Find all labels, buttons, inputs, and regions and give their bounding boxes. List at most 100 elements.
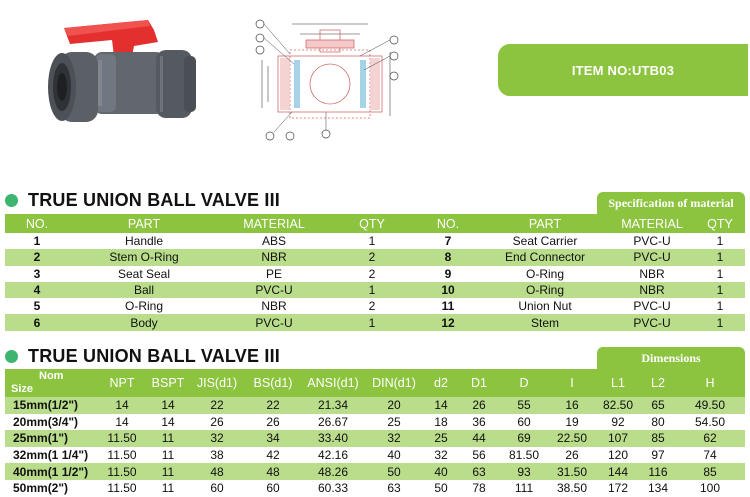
table-cell: 38.50 bbox=[549, 479, 595, 497]
table-cell: 111 bbox=[499, 479, 549, 497]
table-cell: 40 bbox=[423, 463, 459, 480]
spec-header-cell: QTY bbox=[695, 214, 745, 233]
table-cell: PVC-U bbox=[609, 298, 695, 315]
table-cell: 26 bbox=[459, 397, 499, 414]
table-cell: 31.50 bbox=[549, 463, 595, 480]
spec-header-cell: MATERIAL bbox=[219, 214, 329, 233]
spec-header-row: NO. PART MATERIAL QTY NO. PART MATERIAL … bbox=[5, 214, 745, 233]
item-number-badge: ITEM NO:UTB03 bbox=[498, 44, 748, 96]
table-cell: 60 bbox=[499, 413, 549, 431]
table-cell: 36 bbox=[459, 413, 499, 431]
dims-table: Nom Size NPT BSPT JIS(d1) BS(d1) ANSI(d1… bbox=[5, 369, 745, 497]
table-cell: 92 bbox=[595, 413, 641, 431]
table-cell: 50 bbox=[365, 463, 423, 480]
table-cell: 11 bbox=[147, 446, 189, 464]
table-cell: 78 bbox=[459, 479, 499, 497]
table-cell: 134 bbox=[641, 479, 675, 497]
table-row: 25mm(1") 11.50 11 32 34 33.40 32 25 44 6… bbox=[5, 430, 745, 447]
dims-header-cell: d2 bbox=[423, 369, 459, 397]
table-cell: Stem O-Ring bbox=[69, 249, 219, 266]
table-cell: 116 bbox=[641, 463, 675, 480]
table-cell: PVC-U bbox=[219, 314, 329, 331]
table-cell: 14 bbox=[97, 397, 147, 414]
bullet-dot-icon bbox=[5, 350, 18, 363]
table-cell: 55 bbox=[499, 397, 549, 414]
dims-header-cell: D1 bbox=[459, 369, 499, 397]
table-cell: 21.34 bbox=[301, 397, 365, 414]
table-cell: O-Ring bbox=[69, 298, 219, 315]
table-cell: 32 bbox=[365, 430, 423, 447]
table-cell: 11 bbox=[147, 430, 189, 447]
dims-header-cell: ANSI(d1) bbox=[301, 369, 365, 397]
valve-cross-section-drawing bbox=[255, 19, 399, 141]
table-cell: 2 bbox=[329, 265, 415, 282]
table-cell: 11 bbox=[147, 463, 189, 480]
spec-section-title: TRUE UNION BALL VALVE III bbox=[5, 190, 280, 211]
bullet-dot-icon bbox=[5, 194, 18, 207]
table-cell: 34 bbox=[245, 430, 301, 447]
table-cell: O-Ring bbox=[481, 281, 609, 299]
table-cell: 15mm(1/2") bbox=[5, 397, 97, 414]
table-cell: 14 bbox=[97, 413, 147, 431]
dims-header-cell: I bbox=[549, 369, 595, 397]
table-cell: 85 bbox=[675, 463, 745, 480]
table-cell: 2 bbox=[5, 249, 69, 266]
table-cell: 1 bbox=[695, 298, 745, 315]
table-cell: Handle bbox=[69, 233, 219, 250]
dims-header-cell: BS(d1) bbox=[245, 369, 301, 397]
table-cell: 40mm(1 1/2") bbox=[5, 463, 97, 480]
table-cell: PVC-U bbox=[609, 314, 695, 331]
size-label: Size bbox=[11, 383, 34, 395]
table-row: 5 O-Ring NBR 2 11 Union Nut PVC-U 1 bbox=[5, 298, 745, 315]
table-cell: 11.50 bbox=[97, 446, 147, 464]
table-cell: 14 bbox=[423, 397, 459, 414]
table-cell: 40 bbox=[365, 446, 423, 464]
table-cell: 50mm(2") bbox=[5, 479, 97, 497]
table-cell: 14 bbox=[147, 397, 189, 414]
table-cell: 62 bbox=[675, 430, 745, 447]
table-cell: Ball bbox=[69, 281, 219, 299]
table-cell: 22 bbox=[245, 397, 301, 414]
table-cell: 22.50 bbox=[549, 430, 595, 447]
table-cell: 10 bbox=[415, 281, 481, 299]
table-cell: 1 bbox=[329, 281, 415, 299]
table-cell: 56 bbox=[459, 446, 499, 464]
spec-table: NO. PART MATERIAL QTY NO. PART MATERIAL … bbox=[5, 214, 745, 331]
table-cell: Stem bbox=[481, 314, 609, 331]
table-cell: 16 bbox=[549, 397, 595, 414]
table-cell: 81.50 bbox=[499, 446, 549, 464]
table-cell: 82.50 bbox=[595, 397, 641, 414]
dims-title-text: TRUE UNION BALL VALVE III bbox=[28, 346, 281, 366]
dims-header-cell: BSPT bbox=[147, 369, 189, 397]
table-cell: 33.40 bbox=[301, 430, 365, 447]
table-cell: 63 bbox=[365, 479, 423, 497]
dims-header-cell: L2 bbox=[641, 369, 675, 397]
table-cell: NBR bbox=[219, 298, 329, 315]
table-cell: 54.50 bbox=[675, 413, 745, 431]
table-row: 50mm(2") 11.50 11 60 60 60.33 63 50 78 1… bbox=[5, 479, 745, 497]
table-cell: 11 bbox=[147, 479, 189, 497]
table-cell: 2 bbox=[329, 249, 415, 266]
dims-header-cell: H bbox=[675, 369, 745, 397]
table-cell: 32 bbox=[189, 430, 245, 447]
table-cell: 25mm(1") bbox=[5, 430, 97, 447]
table-cell: PVC-U bbox=[219, 281, 329, 299]
table-cell: 7 bbox=[415, 233, 481, 250]
table-row: 1 Handle ABS 1 7 Seat Carrier PVC-U 1 bbox=[5, 233, 745, 250]
nom-label: Nom bbox=[39, 370, 64, 382]
table-cell: 1 bbox=[695, 281, 745, 299]
table-cell: 69 bbox=[499, 430, 549, 447]
table-cell: 172 bbox=[595, 479, 641, 497]
table-cell: 20mm(3/4") bbox=[5, 413, 97, 431]
table-cell: 6 bbox=[5, 314, 69, 331]
table-cell: Seat Carrier bbox=[481, 233, 609, 250]
table-cell: 11 bbox=[415, 298, 481, 315]
table-cell: 25 bbox=[423, 430, 459, 447]
table-cell: PVC-U bbox=[609, 249, 695, 266]
dims-header-cell: DIN(d1) bbox=[365, 369, 423, 397]
dims-header-cell: L1 bbox=[595, 369, 641, 397]
table-row: 40mm(1 1/2") 11.50 11 48 48 48.26 50 40 … bbox=[5, 463, 745, 480]
table-cell: 11.50 bbox=[97, 479, 147, 497]
table-cell: 1 bbox=[695, 265, 745, 282]
dims-section-title: TRUE UNION BALL VALVE III bbox=[5, 346, 280, 367]
